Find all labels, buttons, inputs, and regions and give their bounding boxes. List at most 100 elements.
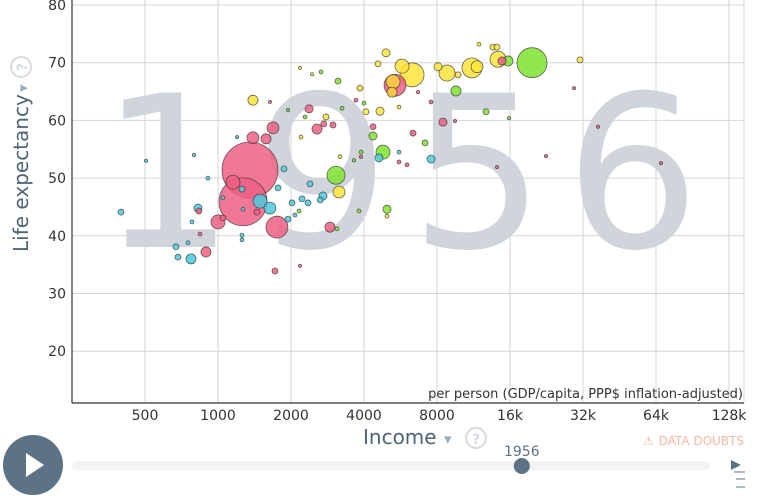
country-bubble[interactable] xyxy=(189,219,195,225)
country-bubble[interactable] xyxy=(284,215,292,223)
country-bubble[interactable] xyxy=(438,64,456,82)
country-bubble[interactable] xyxy=(225,174,241,190)
country-bubble[interactable] xyxy=(507,116,511,121)
country-bubble[interactable] xyxy=(306,180,314,188)
country-bubble[interactable] xyxy=(394,58,410,74)
country-bubble[interactable] xyxy=(239,232,245,238)
country-bubble[interactable] xyxy=(494,165,499,170)
country-bubble[interactable] xyxy=(195,207,203,215)
country-bubble[interactable] xyxy=(266,121,280,135)
country-bubble[interactable] xyxy=(191,153,196,158)
country-bubble[interactable] xyxy=(304,104,314,114)
country-bubble[interactable] xyxy=(288,199,296,207)
country-bubble[interactable] xyxy=(385,74,401,90)
y-axis-label[interactable]: Life expectancy xyxy=(9,94,33,252)
country-bubble[interactable] xyxy=(329,121,337,129)
country-bubble[interactable] xyxy=(246,131,260,145)
country-bubble[interactable] xyxy=(247,94,259,106)
country-bubble[interactable] xyxy=(296,208,302,214)
country-bubble[interactable] xyxy=(205,175,211,181)
country-bubble[interactable] xyxy=(353,97,359,103)
country-bubble[interactable] xyxy=(172,243,180,251)
country-bubble[interactable] xyxy=(374,153,384,163)
data-doubts-label[interactable]: DATA DOUBTS xyxy=(659,434,744,448)
country-bubble[interactable] xyxy=(304,199,312,207)
help-icon[interactable] xyxy=(10,56,32,78)
country-bubble[interactable] xyxy=(318,69,324,75)
country-bubble[interactable] xyxy=(334,226,340,232)
country-bubble[interactable] xyxy=(240,206,246,212)
country-bubble[interactable] xyxy=(322,113,330,121)
country-bubble[interactable] xyxy=(185,240,191,246)
country-bubble[interactable] xyxy=(174,253,182,261)
country-bubble[interactable] xyxy=(253,208,261,216)
country-bubble[interactable] xyxy=(476,41,482,47)
country-bubble[interactable] xyxy=(416,90,420,95)
speed-menu-icon[interactable] xyxy=(731,460,745,488)
slider-track[interactable] xyxy=(72,461,710,470)
country-bubble[interactable] xyxy=(368,131,378,141)
country-bubble[interactable] xyxy=(381,48,391,58)
country-bubble[interactable] xyxy=(404,162,410,168)
country-bubble[interactable] xyxy=(386,86,398,98)
country-bubble[interactable] xyxy=(302,114,308,120)
country-bubble[interactable] xyxy=(320,120,328,128)
country-bubble[interactable] xyxy=(384,213,390,219)
play-button[interactable] xyxy=(3,435,63,495)
country-bubble[interactable] xyxy=(497,56,507,66)
slider-thumb[interactable] xyxy=(513,458,530,474)
country-bubble[interactable] xyxy=(326,165,346,185)
country-bubble[interactable] xyxy=(482,108,490,116)
country-bubble[interactable] xyxy=(117,208,125,216)
country-bubble[interactable] xyxy=(544,154,548,159)
country-bubble[interactable] xyxy=(286,108,291,113)
country-bubble[interactable] xyxy=(433,62,443,72)
country-bubble[interactable] xyxy=(235,135,240,140)
chevron-down-icon[interactable]: ▾ xyxy=(444,430,452,448)
country-bubble[interactable] xyxy=(297,263,302,268)
country-bubble[interactable] xyxy=(220,195,226,201)
time-slider[interactable]: 1956 xyxy=(72,444,710,474)
country-bubble[interactable] xyxy=(428,99,434,105)
country-bubble[interactable] xyxy=(409,129,417,137)
country-bubble[interactable] xyxy=(337,154,343,160)
country-bubble[interactable] xyxy=(297,65,302,70)
country-bubble[interactable] xyxy=(263,201,277,215)
country-bubble[interactable] xyxy=(356,84,364,92)
country-bubble[interactable] xyxy=(144,158,149,163)
country-bubble[interactable] xyxy=(292,212,298,218)
country-bubble[interactable] xyxy=(421,139,429,147)
x-axis-selector[interactable]: Income ▾ ? xyxy=(363,425,487,449)
country-bubble[interactable] xyxy=(219,214,227,222)
country-bubble[interactable] xyxy=(298,195,306,203)
country-bubble[interactable] xyxy=(280,165,288,173)
country-bubble[interactable] xyxy=(658,161,663,166)
help-icon[interactable] xyxy=(465,427,487,449)
country-bubble[interactable] xyxy=(239,237,245,243)
country-bubble[interactable] xyxy=(369,123,377,131)
country-bubble[interactable] xyxy=(271,267,279,275)
country-bubble[interactable] xyxy=(358,149,364,155)
country-bubble[interactable] xyxy=(311,123,323,135)
country-bubble[interactable] xyxy=(316,196,324,204)
country-bubble[interactable] xyxy=(426,154,436,164)
country-bubble[interactable] xyxy=(470,60,484,74)
country-bubble[interactable] xyxy=(267,99,272,104)
country-bubble[interactable] xyxy=(396,149,402,155)
country-bubble[interactable] xyxy=(596,124,600,129)
country-bubble[interactable] xyxy=(356,208,362,214)
country-bubble[interactable] xyxy=(576,56,584,64)
country-bubble[interactable] xyxy=(396,104,402,110)
country-bubble[interactable] xyxy=(361,100,367,106)
country-bubble[interactable] xyxy=(274,184,282,192)
country-bubble[interactable] xyxy=(572,86,576,91)
x-axis-label[interactable]: Income xyxy=(363,425,437,449)
country-bubble[interactable] xyxy=(339,105,345,111)
country-bubble[interactable] xyxy=(351,158,356,163)
country-bubble[interactable] xyxy=(260,133,272,145)
country-bubble[interactable] xyxy=(310,72,315,77)
country-bubble[interactable] xyxy=(332,185,346,199)
data-doubts-link[interactable]: ⚠ DATA DOUBTS xyxy=(643,434,744,448)
country-bubble[interactable] xyxy=(265,215,289,239)
country-bubble[interactable] xyxy=(238,185,246,193)
